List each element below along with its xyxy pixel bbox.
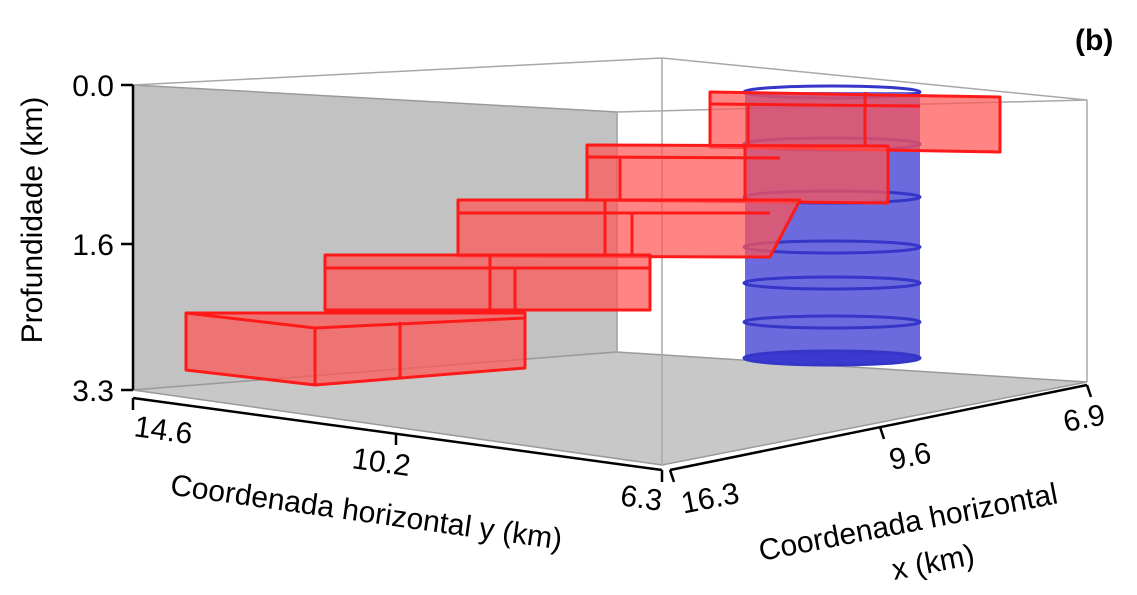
prism-step: [708, 90, 1002, 154]
x-axis-label-line2: x (km): [889, 539, 977, 587]
x-tick-label: 9.6: [887, 436, 934, 476]
x-tick: [1085, 384, 1093, 398]
axes: [121, 83, 1093, 483]
prism-step: [323, 253, 652, 312]
y-tick-label: 10.2: [350, 442, 412, 483]
panel-label: (b): [1075, 24, 1113, 57]
cylinder-ring: [742, 349, 922, 367]
y-axis-line: [132, 396, 663, 472]
prism-step: [585, 143, 890, 205]
prism-steps: [184, 90, 1002, 387]
z-tick-label: 1.6: [72, 229, 114, 262]
z-tick-label: 0.0: [72, 70, 114, 103]
x-tick-label: 16.3: [678, 477, 742, 521]
prism-step: [184, 311, 527, 387]
z-axis-label: Profundidade (km): [16, 97, 49, 344]
x-tick-label: 6.9: [1061, 398, 1108, 438]
cylinder-ring: [742, 275, 922, 291]
y-tick-label: 14.6: [132, 410, 194, 451]
x-tick: [668, 469, 676, 483]
y-axis-label: Coordenada horizontal y (km): [168, 469, 564, 557]
z-tick-label: 3.3: [72, 375, 114, 408]
x-tick: [878, 426, 886, 440]
prism-step: [456, 198, 802, 259]
cylinder-ring: [742, 314, 922, 330]
x-axis-line: [669, 383, 1088, 472]
y-tick-label: 6.3: [618, 479, 664, 517]
